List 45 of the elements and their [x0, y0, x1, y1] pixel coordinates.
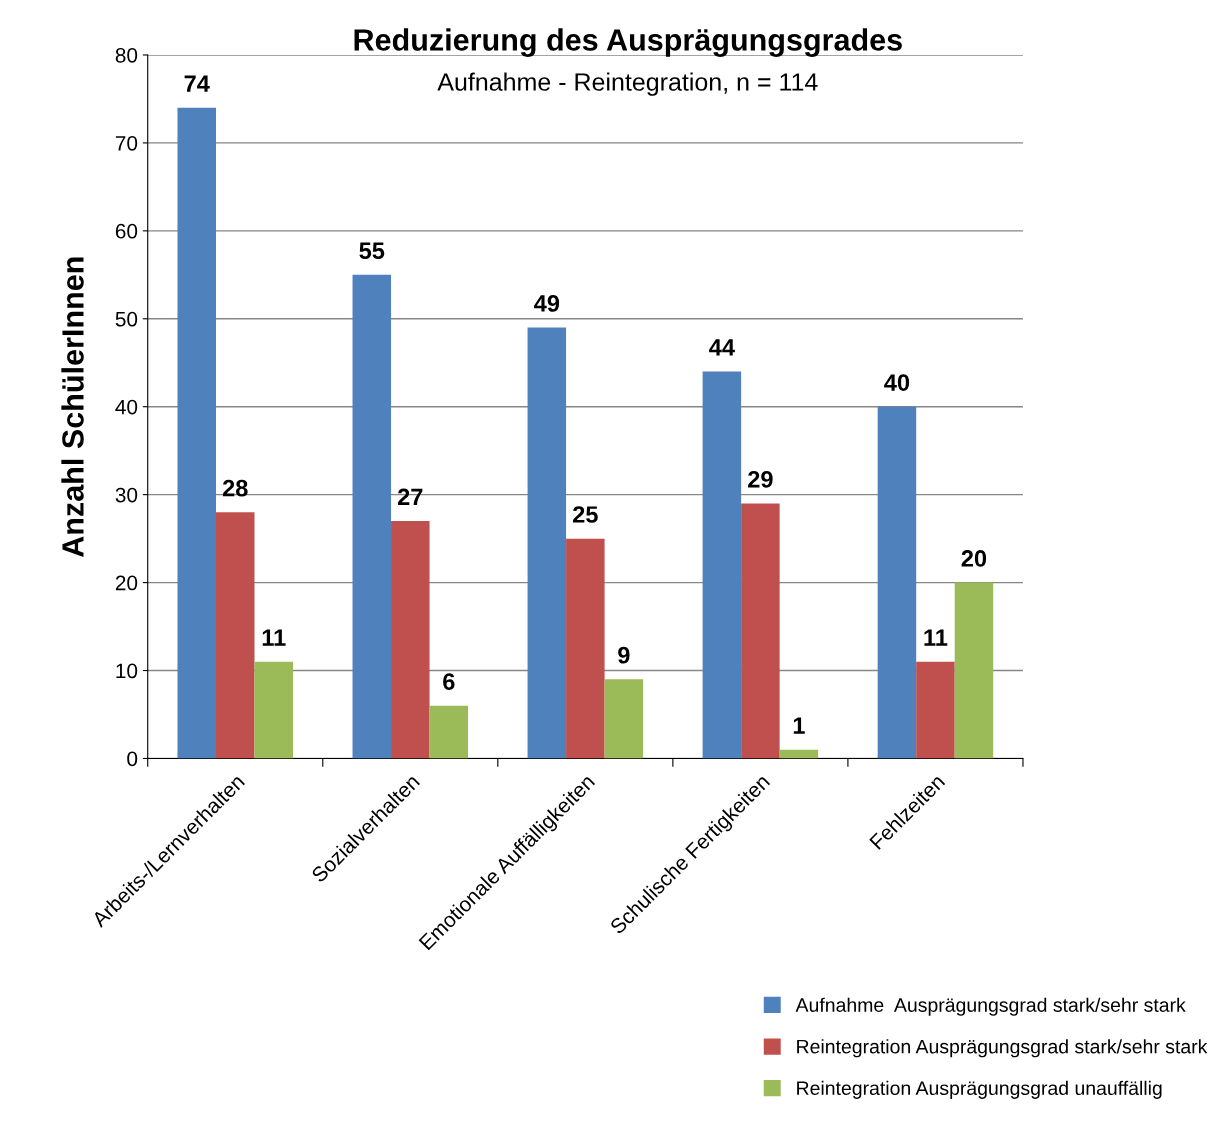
data-label: 6: [443, 673, 455, 690]
y-axis-title: Anzahl SchülerInnen: [61, 257, 84, 558]
y-tick-label: 20: [115, 575, 138, 591]
legend-label: Aufnahme Ausprägungsgrad stark/sehr stark: [795, 997, 1186, 1016]
data-label: 28: [222, 479, 248, 497]
y-tick-label: 60: [115, 223, 138, 239]
bar: [702, 371, 742, 759]
data-label: 49: [534, 295, 560, 312]
bar: [954, 582, 994, 759]
bar: [429, 705, 469, 759]
bar: [391, 521, 430, 759]
bar: [352, 274, 392, 759]
data-label: 9: [618, 646, 630, 664]
data-label: 11: [924, 629, 948, 646]
y-tick-label: 0: [127, 751, 138, 767]
data-label: 1: [793, 717, 805, 734]
text: Aufnahme - Reintegration, n = 114: [437, 72, 818, 96]
y-tick-label: 80: [115, 47, 138, 63]
data-label: 44: [709, 339, 735, 356]
y-tick-label: 10: [116, 663, 138, 679]
data-label: 20: [961, 550, 987, 567]
bar: [741, 503, 780, 759]
bar: [779, 749, 819, 759]
bar: [177, 107, 216, 759]
data-label: 29: [748, 470, 773, 488]
bar: [566, 538, 605, 759]
legend-label: Reintegration Ausprägungsgrad stark/sehr stark: [797, 1039, 1208, 1058]
bar: [215, 512, 255, 759]
y-tick-label: 30: [115, 487, 138, 503]
data-label: 40: [884, 374, 910, 391]
data-label: 25: [573, 506, 598, 523]
bar: [527, 327, 567, 759]
data-label: 55: [359, 242, 385, 260]
bar: [604, 679, 644, 759]
data-label: 27: [397, 488, 423, 506]
chart-title: Reduzierung des Ausprägungsgrades: [354, 28, 902, 57]
bar: [916, 661, 955, 759]
data-label: 11: [262, 629, 286, 646]
data-label: 74: [184, 75, 210, 92]
y-tick-label: 50: [115, 311, 138, 327]
bar: [254, 661, 294, 759]
legend-label: Reintegration Ausprägungsgrad unauffällig: [797, 1080, 1162, 1099]
y-tick-label: 70: [115, 135, 138, 151]
bar: [877, 406, 917, 759]
y-tick-label: 40: [115, 399, 138, 415]
